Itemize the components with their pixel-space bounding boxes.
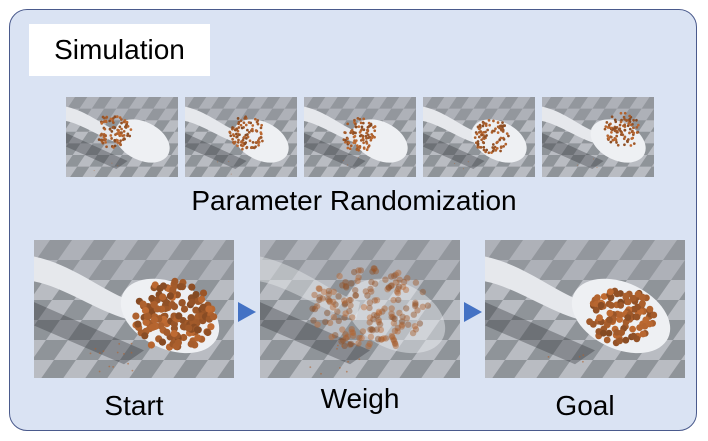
randomization-thumbnail-5	[542, 97, 654, 177]
panel-title: Simulation	[54, 34, 185, 65]
randomization-thumbnail-3	[304, 97, 416, 177]
stage-label-start: Start	[104, 390, 164, 421]
title-box: Simulation	[29, 24, 210, 76]
randomization-thumbnail-4	[423, 97, 535, 177]
randomization-thumbnail-1	[66, 97, 178, 177]
stage-image-start	[34, 240, 234, 378]
stage-image-goal	[485, 240, 685, 378]
arrow-right-icon	[464, 302, 482, 322]
stage-label-weigh: Weigh	[320, 383, 400, 414]
arrow-right-icon	[238, 302, 256, 322]
randomization-thumbnail-2	[185, 97, 297, 177]
randomization-label: Parameter Randomization	[191, 185, 517, 216]
stage-label-goal: Goal	[555, 390, 615, 421]
stage-image-weigh	[260, 240, 460, 378]
